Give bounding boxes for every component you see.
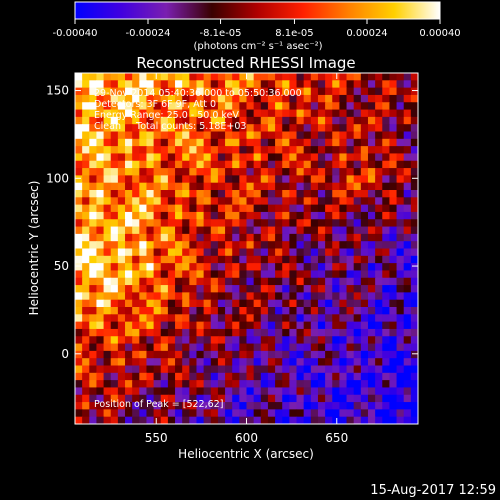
colorbar-tick-label: -0.00024: [126, 28, 171, 39]
x-tick-label: 650: [325, 431, 348, 445]
annotation-detectors: Detectors: 3F 6F 9F, Att 0: [94, 99, 216, 110]
y-tick-label: 100: [46, 171, 69, 185]
heatmap-image: [75, 73, 418, 424]
annotation-time-range: 29-Nov-2014 05:40:36.000 to 05:50:36.000: [94, 88, 302, 99]
x-axis-label: Heliocentric X (arcsec): [178, 447, 314, 461]
annotation-energy-range: Energy Range: 25.0 - 50.0 keV: [94, 110, 239, 121]
colorbar-tick-label: 8.1e-05: [275, 28, 313, 39]
y-axis-label: Heliocentric Y (arcsec): [27, 181, 41, 316]
colorbar-tick-label: -8.1e-05: [200, 28, 242, 39]
y-tick-label: 50: [54, 259, 69, 273]
peak-position-label: Position of Peak = [522,62]: [94, 399, 223, 410]
colorbar: [74, 1, 441, 20]
axis-ticks: 550 600 650 0 50 100 150: [46, 73, 418, 445]
heatmap-cells: [75, 73, 418, 424]
chart-title: Reconstructed RHESSI Image: [136, 54, 355, 72]
colorbar-tick-label: 0.00024: [346, 28, 387, 39]
colorbar-tick-label: -0.00040: [53, 28, 98, 39]
y-tick-label: 150: [46, 84, 69, 98]
annotation-total-counts: Clean Total counts: 5.18E+03: [94, 121, 246, 132]
colorbar-tick-label: 0.00040: [419, 28, 460, 39]
x-tick-label: 600: [235, 431, 258, 445]
colorbar-unit-label: (photons cm⁻² s⁻¹ asec⁻²): [193, 41, 322, 52]
x-tick-label: 550: [145, 431, 168, 445]
y-tick-label: 0: [61, 347, 69, 361]
footer-timestamp: 15-Aug-2017 12:59: [370, 483, 496, 498]
colorbar-ticks: -0.00040 -0.00024 -8.1e-05 8.1e-05 0.00024 0.…: [53, 19, 461, 39]
